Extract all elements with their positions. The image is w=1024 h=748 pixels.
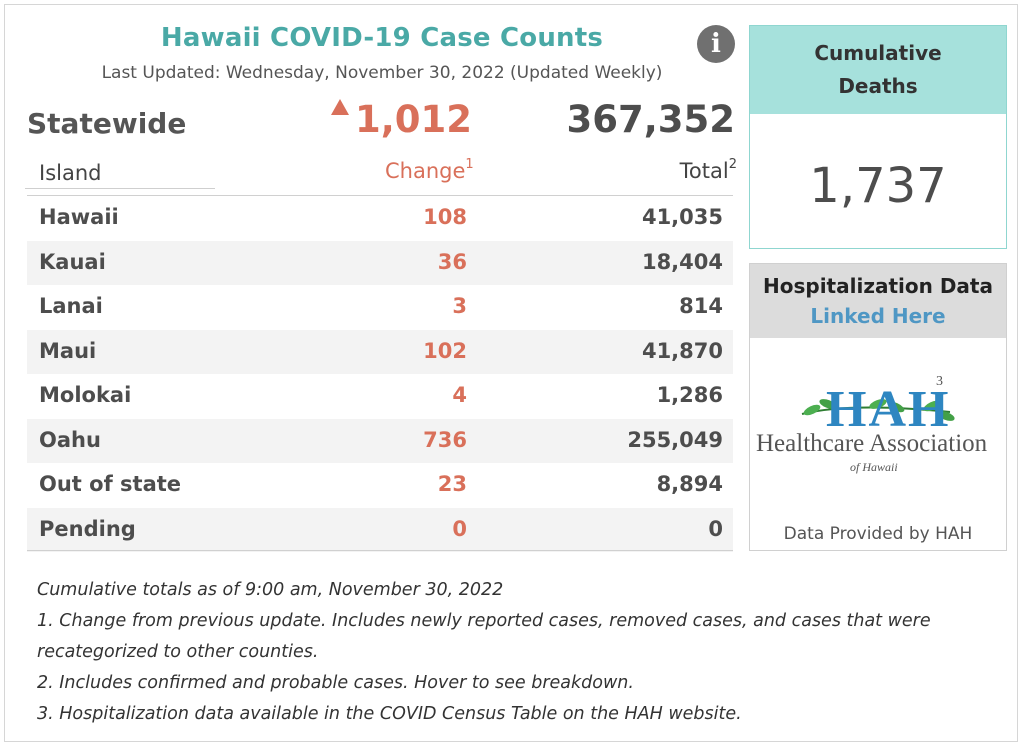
footnote-line: 3. Hospitalization data available in the… [37, 704, 742, 724]
footnotes: Cumulative totals as of 9:00 am, Novembe… [37, 575, 997, 730]
row-change: 4 [452, 383, 467, 407]
row-island: Pending [39, 516, 136, 541]
row-island: Oahu [39, 427, 101, 452]
hospitalization-link[interactable]: Linked Here [810, 304, 946, 328]
row-change: 0 [452, 516, 467, 541]
cumulative-deaths-value: 1,737 [809, 158, 947, 214]
row-change: 36 [437, 249, 467, 274]
hospitalization-card: Hospitalization Data Linked Here HAH 3 H… [749, 263, 1007, 551]
hah-logo-name: Healthcare Association [756, 430, 988, 457]
row-change: 736 [423, 427, 467, 452]
row-total: 0 [708, 516, 723, 541]
column-header-total-label: Total [679, 159, 729, 183]
row-change: 3 [452, 294, 467, 318]
table-row[interactable]: Lanai 3 814 [27, 285, 733, 330]
row-island: Molokai [39, 383, 132, 407]
footnote-marker-2: 2 [728, 157, 737, 172]
deaths-header-line1: Cumulative [814, 41, 942, 65]
row-change: 108 [423, 205, 467, 229]
row-island: Kauai [39, 249, 106, 274]
row-total: 1,286 [656, 383, 723, 407]
last-updated-text: Last Updated: Wednesday, November 30, 20… [101, 63, 663, 83]
row-island: Lanai [39, 294, 103, 318]
row-island: Out of state [39, 472, 182, 496]
hospitalization-title: Hospitalization Data [763, 274, 993, 298]
footnote-line: recategorized to other counties. [37, 642, 319, 662]
hah-logo-letters: HAH [826, 381, 951, 438]
hah-logo[interactable]: HAH 3 Healthcare Association of Hawaii [750, 374, 1006, 484]
info-icon[interactable]: i [697, 25, 735, 63]
row-island: Maui [39, 338, 97, 363]
table-row[interactable]: Pending 0 0 [27, 507, 733, 552]
column-header-change-label: Change [385, 159, 466, 183]
table-row[interactable]: Hawaii 108 41,035 [27, 196, 733, 241]
statewide-label: Statewide [27, 107, 187, 140]
table-header: Island Change1 Total2 [27, 153, 737, 196]
table-row[interactable]: Out of state 23 8,894 [27, 463, 733, 508]
page-title: Hawaii COVID-19 Case Counts [160, 23, 604, 53]
data-provider-text: Data Provided by HAH [783, 524, 973, 544]
statewide-change: 1,012 [355, 98, 473, 141]
up-arrow-icon [331, 99, 349, 115]
row-island: Hawaii [39, 205, 119, 229]
deaths-card-header: Cumulative Deaths [750, 26, 1006, 114]
hah-logo-sub: of Hawaii [850, 460, 898, 474]
cumulative-deaths-card: Cumulative Deaths 1,737 [749, 25, 1007, 249]
row-total: 18,404 [641, 249, 723, 274]
footnote-marker-1: 1 [465, 157, 474, 172]
table-row[interactable]: Oahu 736 255,049 [27, 418, 733, 463]
row-total: 41,870 [641, 338, 723, 363]
column-header-island[interactable]: Island [39, 161, 102, 185]
row-change: 23 [437, 472, 467, 496]
island-table: Island Change1 Total2 Hawaii 108 41,035 … [27, 153, 737, 552]
footnote-line: Cumulative totals as of 9:00 am, Novembe… [37, 580, 504, 600]
row-total: 41,035 [641, 205, 723, 229]
footnote-line: 1. Change from previous update. Includes… [37, 611, 931, 631]
hospitalization-header: Hospitalization Data Linked Here [750, 264, 1006, 338]
footnote-marker-3: 3 [936, 374, 943, 389]
row-change: 102 [423, 338, 467, 363]
column-header-change[interactable]: Change1 [385, 157, 474, 183]
row-total: 255,049 [627, 427, 723, 452]
row-total: 814 [679, 294, 723, 318]
table-row[interactable]: Kauai 36 18,404 [27, 240, 733, 285]
column-header-total[interactable]: Total2 [679, 157, 737, 183]
statewide-total: 367,352 [566, 98, 735, 141]
footnote-line: 2. Includes confirmed and probable cases… [37, 673, 634, 693]
row-total: 8,894 [656, 472, 723, 496]
leaf-vine-icon [801, 399, 955, 421]
table-body: Hawaii 108 41,035 Kauai 36 18,404 Lanai … [27, 196, 733, 552]
deaths-header-line2: Deaths [838, 74, 918, 98]
table-row[interactable]: Molokai 4 1,286 [27, 374, 733, 419]
table-bottom-divider [27, 550, 733, 551]
table-row[interactable]: Maui 102 41,870 [27, 329, 733, 374]
dashboard-frame: Hawaii COVID-19 Case Counts Last Updated… [4, 4, 1018, 742]
column-resize-handle[interactable] [25, 188, 215, 189]
